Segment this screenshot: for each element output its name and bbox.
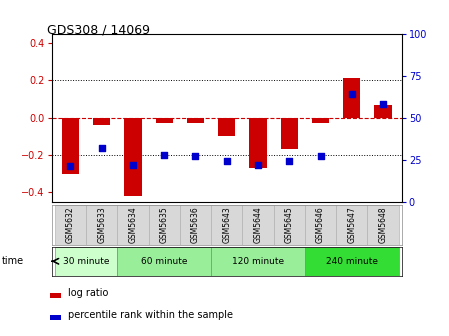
Bar: [149, 205, 180, 245]
Bar: [86, 205, 117, 245]
Point: [161, 152, 168, 157]
Text: time: time: [2, 256, 24, 266]
Text: GSM5648: GSM5648: [379, 206, 387, 243]
Text: GSM5643: GSM5643: [222, 206, 231, 243]
Point: [223, 159, 230, 164]
Bar: [343, 78, 361, 118]
Text: GSM5633: GSM5633: [97, 206, 106, 243]
Point: [255, 162, 262, 167]
Bar: [55, 205, 86, 245]
Bar: [187, 118, 204, 123]
Text: GSM5634: GSM5634: [128, 206, 137, 243]
Text: GSM5632: GSM5632: [66, 206, 75, 243]
Text: GSM5645: GSM5645: [285, 206, 294, 243]
Bar: [50, 293, 61, 298]
Bar: [242, 205, 273, 245]
Text: GSM5644: GSM5644: [254, 206, 263, 243]
Bar: [117, 247, 211, 276]
Text: 30 minute: 30 minute: [63, 257, 109, 266]
Text: GSM5646: GSM5646: [316, 206, 325, 243]
Bar: [305, 205, 336, 245]
Bar: [180, 205, 211, 245]
Text: 240 minute: 240 minute: [326, 257, 378, 266]
Bar: [312, 118, 329, 123]
Bar: [50, 315, 61, 320]
Point: [67, 164, 74, 169]
Bar: [156, 118, 173, 123]
Bar: [281, 118, 298, 149]
Point: [317, 154, 324, 159]
Point: [286, 159, 293, 164]
Text: GDS308 / 14069: GDS308 / 14069: [47, 24, 150, 37]
Point: [192, 154, 199, 159]
Bar: [273, 205, 305, 245]
Bar: [62, 118, 79, 174]
Text: percentile rank within the sample: percentile rank within the sample: [68, 310, 233, 320]
Bar: [211, 205, 242, 245]
Text: GSM5635: GSM5635: [160, 206, 169, 243]
Point: [379, 101, 387, 107]
Text: 60 minute: 60 minute: [141, 257, 187, 266]
Bar: [305, 247, 399, 276]
Bar: [93, 118, 110, 125]
Bar: [211, 247, 305, 276]
Bar: [55, 247, 117, 276]
Point: [348, 91, 356, 97]
Point: [129, 162, 136, 167]
Bar: [117, 205, 149, 245]
Bar: [374, 104, 392, 118]
Bar: [336, 205, 367, 245]
Point: [98, 145, 105, 151]
Bar: [124, 118, 141, 196]
Bar: [249, 118, 267, 168]
Text: 120 minute: 120 minute: [232, 257, 284, 266]
Text: GSM5647: GSM5647: [348, 206, 357, 243]
Bar: [367, 205, 399, 245]
Bar: [218, 118, 235, 136]
Text: log ratio: log ratio: [68, 288, 108, 298]
Text: GSM5636: GSM5636: [191, 206, 200, 243]
